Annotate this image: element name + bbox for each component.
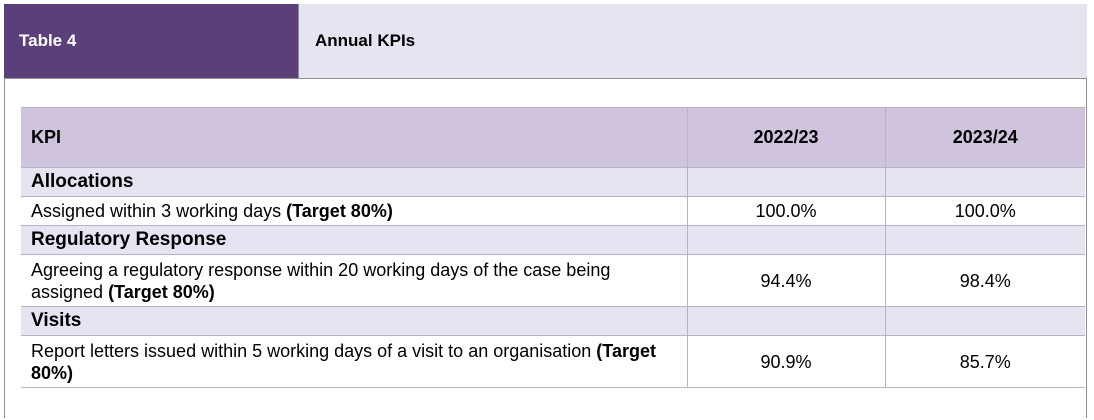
kpi-text: Report letters issued within 5 working d… <box>31 340 597 361</box>
table-title: Annual KPIs <box>299 4 1087 78</box>
kpi-target: (Target 80%) <box>108 281 215 302</box>
kpi-description: Assigned within 3 working days (Target 8… <box>21 196 687 226</box>
kpi-table: KPI 2022/23 2023/24 Allocations Assigned… <box>21 107 1085 388</box>
value-2023-24: 98.4% <box>884 254 1085 307</box>
table-row: Report letters issued within 5 working d… <box>21 335 1085 388</box>
value-2023-24: 85.7% <box>884 335 1085 388</box>
table-header-row: KPI 2022/23 2023/24 <box>21 107 1085 168</box>
kpi-description: Agreeing a regulatory response within 20… <box>21 254 687 307</box>
section-empty-cell <box>884 167 1085 197</box>
kpi-text: Assigned within 3 working days <box>31 200 287 221</box>
section-label: Regulatory Response <box>21 225 687 255</box>
table-number: Table 4 <box>4 4 299 78</box>
kpi-text: Agreeing a regulatory response within 20… <box>31 259 611 302</box>
value-2023-24: 100.0% <box>884 196 1085 226</box>
kpi-target: (Target 80%) <box>31 340 656 383</box>
section-row-visits: Visits <box>21 306 1085 336</box>
value-2022-23: 90.9% <box>686 335 885 388</box>
kpi-target: (Target 80%) <box>286 200 393 221</box>
section-empty-cell <box>686 225 885 255</box>
value-2022-23: 100.0% <box>686 196 885 226</box>
section-empty-cell <box>884 225 1085 255</box>
section-empty-cell <box>686 167 885 197</box>
column-header-2023-24: 2023/24 <box>884 107 1085 168</box>
table-caption-bar: Table 4 Annual KPIs <box>4 4 1087 79</box>
section-empty-cell <box>884 306 1085 336</box>
kpi-description: Report letters issued within 5 working d… <box>21 335 687 388</box>
table-row: Agreeing a regulatory response within 20… <box>21 254 1085 307</box>
column-header-kpi: KPI <box>21 107 687 168</box>
section-row-allocations: Allocations <box>21 167 1085 197</box>
section-row-regulatory-response: Regulatory Response <box>21 225 1085 255</box>
section-label: Allocations <box>21 167 687 197</box>
section-empty-cell <box>686 306 885 336</box>
value-2022-23: 94.4% <box>686 254 885 307</box>
table-row: Assigned within 3 working days (Target 8… <box>21 196 1085 226</box>
column-header-2022-23: 2022/23 <box>686 107 885 168</box>
section-label: Visits <box>21 306 687 336</box>
